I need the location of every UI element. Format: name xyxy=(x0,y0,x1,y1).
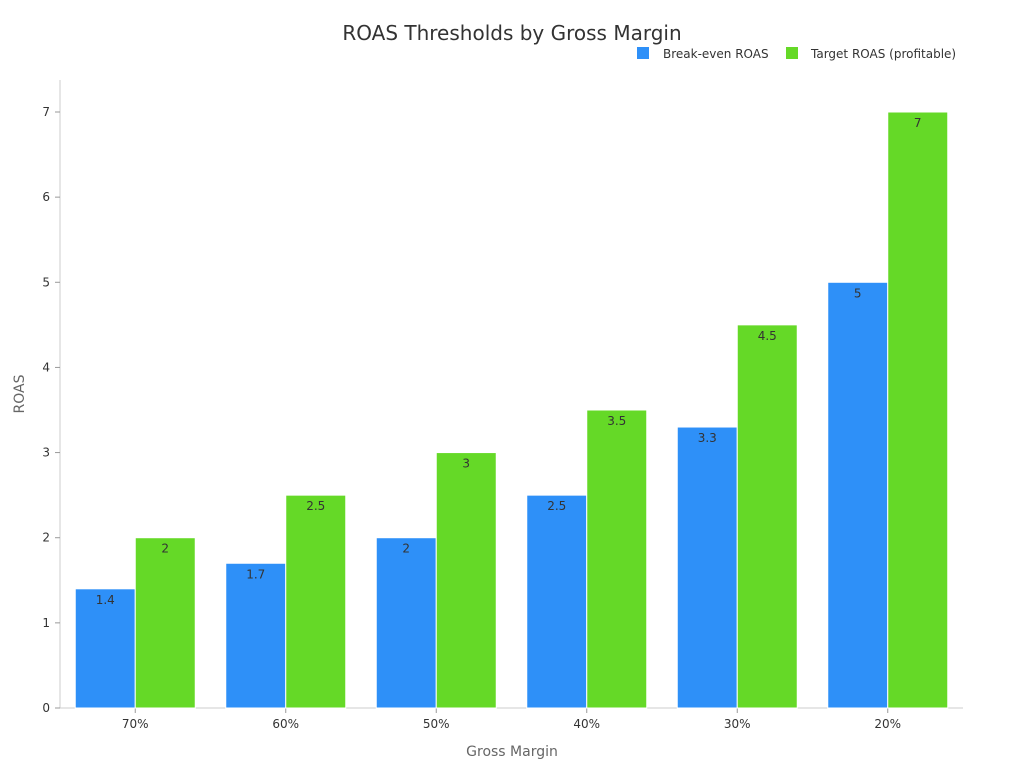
bar-value-label: 2 xyxy=(161,542,169,556)
legend-label: Break-even ROAS xyxy=(663,47,769,61)
x-tick-label: 50% xyxy=(423,717,450,731)
y-tick-label: 3 xyxy=(42,446,50,460)
legend-swatch xyxy=(637,47,649,59)
y-tick-label: 2 xyxy=(42,531,50,545)
chart-title: ROAS Thresholds by Gross Margin xyxy=(342,21,681,45)
bar-target xyxy=(736,324,798,709)
bar-target xyxy=(887,111,949,709)
bar-value-label: 3.3 xyxy=(698,431,717,445)
bar-value-label: 1.4 xyxy=(96,593,115,607)
bar-value-label: 7 xyxy=(914,116,922,130)
bar-target xyxy=(586,409,648,709)
legend-label: Target ROAS (profitable) xyxy=(810,47,956,61)
x-tick-label: 70% xyxy=(122,717,149,731)
y-tick-label: 4 xyxy=(42,360,50,374)
legend-swatch xyxy=(786,47,798,59)
bar-break-even xyxy=(375,537,437,709)
x-tick-label: 40% xyxy=(573,717,600,731)
bar-value-label: 1.7 xyxy=(246,567,265,581)
bar-target xyxy=(285,494,347,709)
bar-value-label: 3 xyxy=(462,457,470,471)
bar-value-label: 4.5 xyxy=(758,329,777,343)
bar-value-label: 2.5 xyxy=(547,499,566,513)
bar-break-even xyxy=(526,494,588,709)
axes: 0 1 2 3 4 5 6 7 70% 60% 50% 40% 30% 20% xyxy=(42,80,963,731)
bar-value-label: 2 xyxy=(402,542,410,556)
x-tick-label: 60% xyxy=(272,717,299,731)
bar-target xyxy=(435,452,497,709)
bar-break-even xyxy=(74,588,136,709)
y-axis-label: ROAS xyxy=(12,374,28,413)
bar-break-even xyxy=(827,281,889,709)
bar-break-even xyxy=(676,426,738,709)
x-tick-label: 20% xyxy=(874,717,901,731)
bar-value-label: 2.5 xyxy=(306,499,325,513)
bar-value-label: 3.5 xyxy=(607,414,626,428)
y-tick-label: 5 xyxy=(42,275,50,289)
y-tick-label: 0 xyxy=(42,701,50,715)
bars xyxy=(74,111,949,709)
bar-target xyxy=(134,537,196,709)
y-tick-label: 1 xyxy=(42,616,50,630)
x-tick-label: 30% xyxy=(724,717,751,731)
y-tick-label: 7 xyxy=(42,105,50,119)
legend: Break-even ROAS Target ROAS (profitable) xyxy=(637,47,956,61)
y-tick-label: 6 xyxy=(42,190,50,204)
bar-value-label: 5 xyxy=(854,286,862,300)
x-axis-label: Gross Margin xyxy=(466,744,558,760)
bar-break-even xyxy=(225,562,287,709)
bar-labels: 1.4 2 1.7 2.5 2 3 2.5 3.5 3.3 4.5 5 7 xyxy=(96,116,922,607)
